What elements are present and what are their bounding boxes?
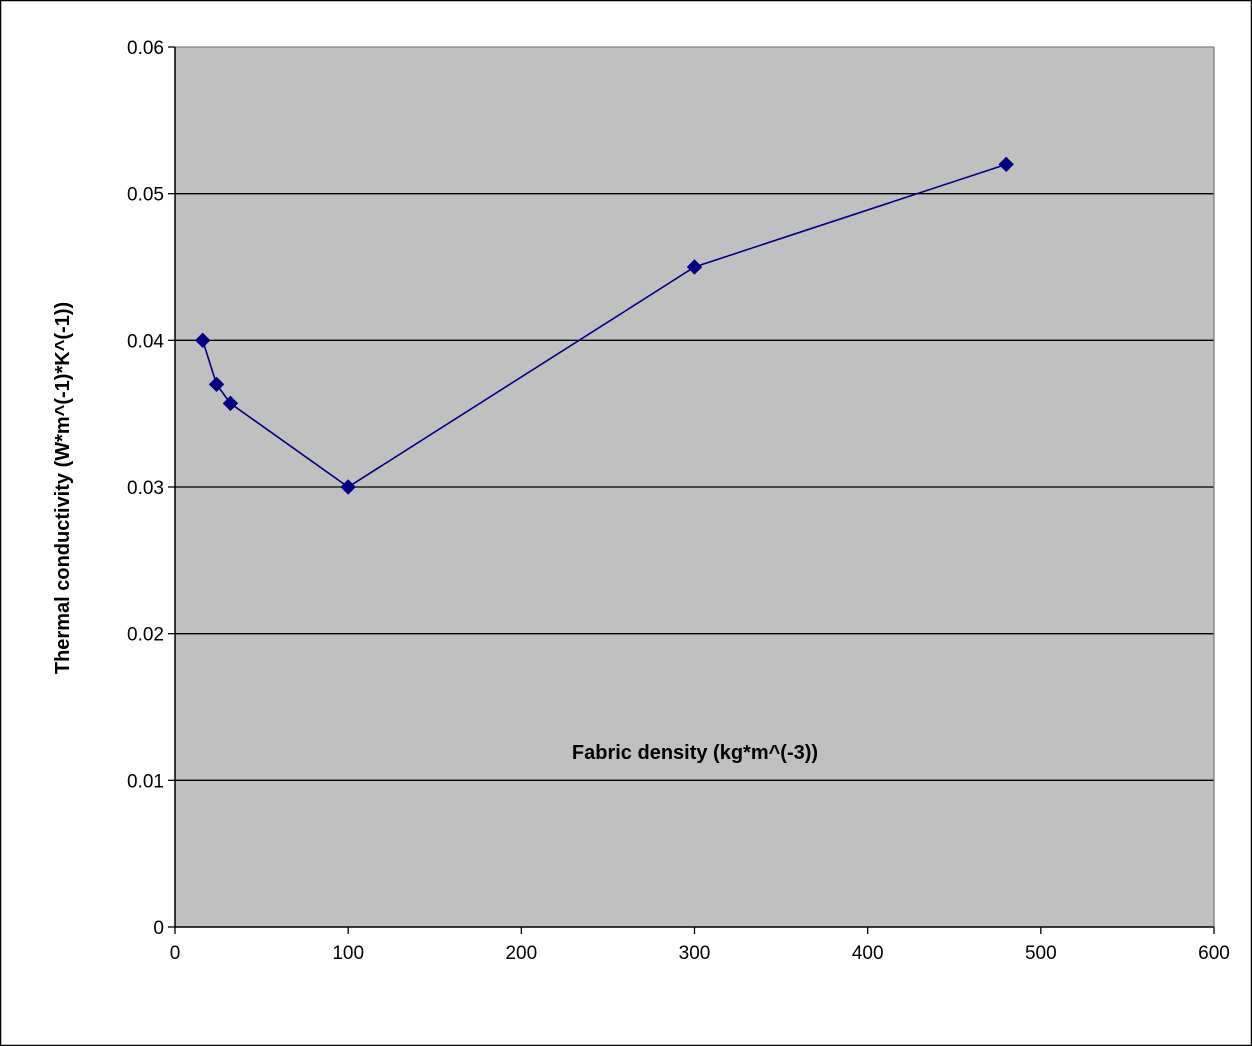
x-tick-label: 0 — [170, 943, 181, 964]
x-tick-label: 100 — [332, 943, 364, 964]
data-point-marker — [998, 156, 1014, 173]
x-tick-label: 400 — [852, 943, 884, 964]
y-tick-label: 0.02 — [127, 625, 164, 646]
series-line — [201, 163, 1007, 488]
plot-area: 0 0.01 0.02 0.03 0.04 0.05 0.06 0 100 200 300 400 50… — [127, 38, 1230, 964]
data-point-marker — [686, 259, 703, 275]
x-tick-label: 200 — [505, 943, 537, 964]
y-tick-label: 0.06 — [127, 38, 164, 59]
y-tick-label: 0 — [153, 918, 164, 939]
x-tick-label: 300 — [679, 943, 711, 964]
y-tick-label: 0.04 — [127, 331, 164, 352]
data-point-marker — [340, 479, 356, 495]
y-tick-label: 0.05 — [127, 185, 164, 206]
x-axis-title: Fabric density (kg*m^(-3)) — [572, 742, 818, 764]
x-tick-label: 600 — [1198, 943, 1230, 964]
data-point-marker — [208, 376, 225, 393]
data-point-marker — [194, 332, 211, 349]
data-point-marker — [222, 395, 239, 412]
y-axis-title: Thermal conductivity (W*m^(-1)*K^(-1)) — [52, 302, 74, 674]
y-tick-label: 0.01 — [127, 771, 164, 792]
x-tick-label: 500 — [1025, 943, 1057, 964]
y-tick-label: 0.03 — [127, 478, 164, 499]
